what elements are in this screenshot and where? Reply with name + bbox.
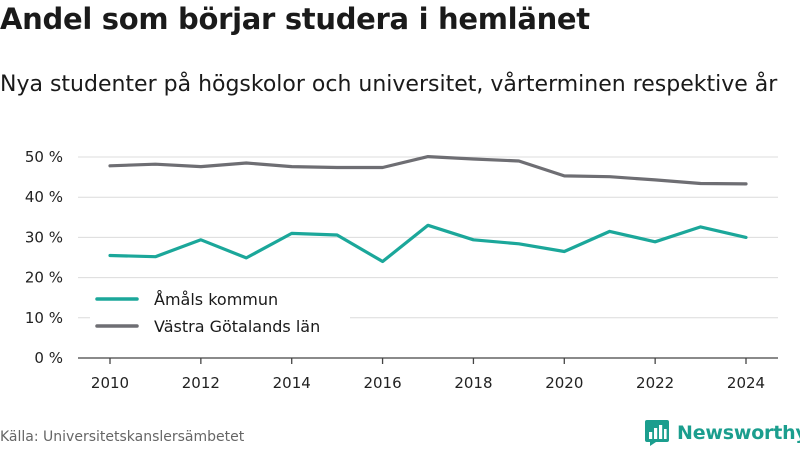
x-tick-label: 2018 [454,374,492,392]
x-tick-label: 2012 [182,374,220,392]
legend-label: Åmåls kommun [154,290,278,309]
x-tick-label: 2024 [727,374,765,392]
brand-logo: Newsworthy [644,419,800,447]
chart-subtitle: Nya studenter på högskolor och universit… [0,72,778,97]
x-tick-label: 2016 [363,374,401,392]
legend-label: Västra Götalands län [154,317,320,336]
chart-title: Andel som börjar studera i hemlänet [0,2,590,36]
x-tick-label: 2014 [273,374,311,392]
bar-chart-icon [645,420,669,446]
legend-background [90,284,350,342]
brand-name: Newsworthy [677,422,800,444]
series-lines [108,155,748,264]
x-tick-label: 2022 [636,374,674,392]
y-tick-label: 10 % [25,309,63,327]
series-line-vastra-gotaland [108,155,748,186]
x-tick-label: 2020 [545,374,583,392]
series-line-amal [108,223,748,264]
y-tick-label: 40 % [25,188,63,206]
y-tick-label: 30 % [25,228,63,246]
legend: Åmåls kommun Västra Götalands län [90,284,350,342]
y-tick-label: 20 % [25,269,63,287]
y-tick-label: 50 % [25,148,63,166]
source-note: Källa: Universitetskanslersämbetet [0,429,245,445]
y-tick-label: 0 % [34,349,63,367]
x-axis: 2010 2012 2014 2016 2018 2020 2022 2024 [78,357,778,392]
x-tick-label: 2010 [91,374,129,392]
y-axis-ticks: 0 % 10 % 20 % 30 % 40 % 50 % [25,148,63,367]
